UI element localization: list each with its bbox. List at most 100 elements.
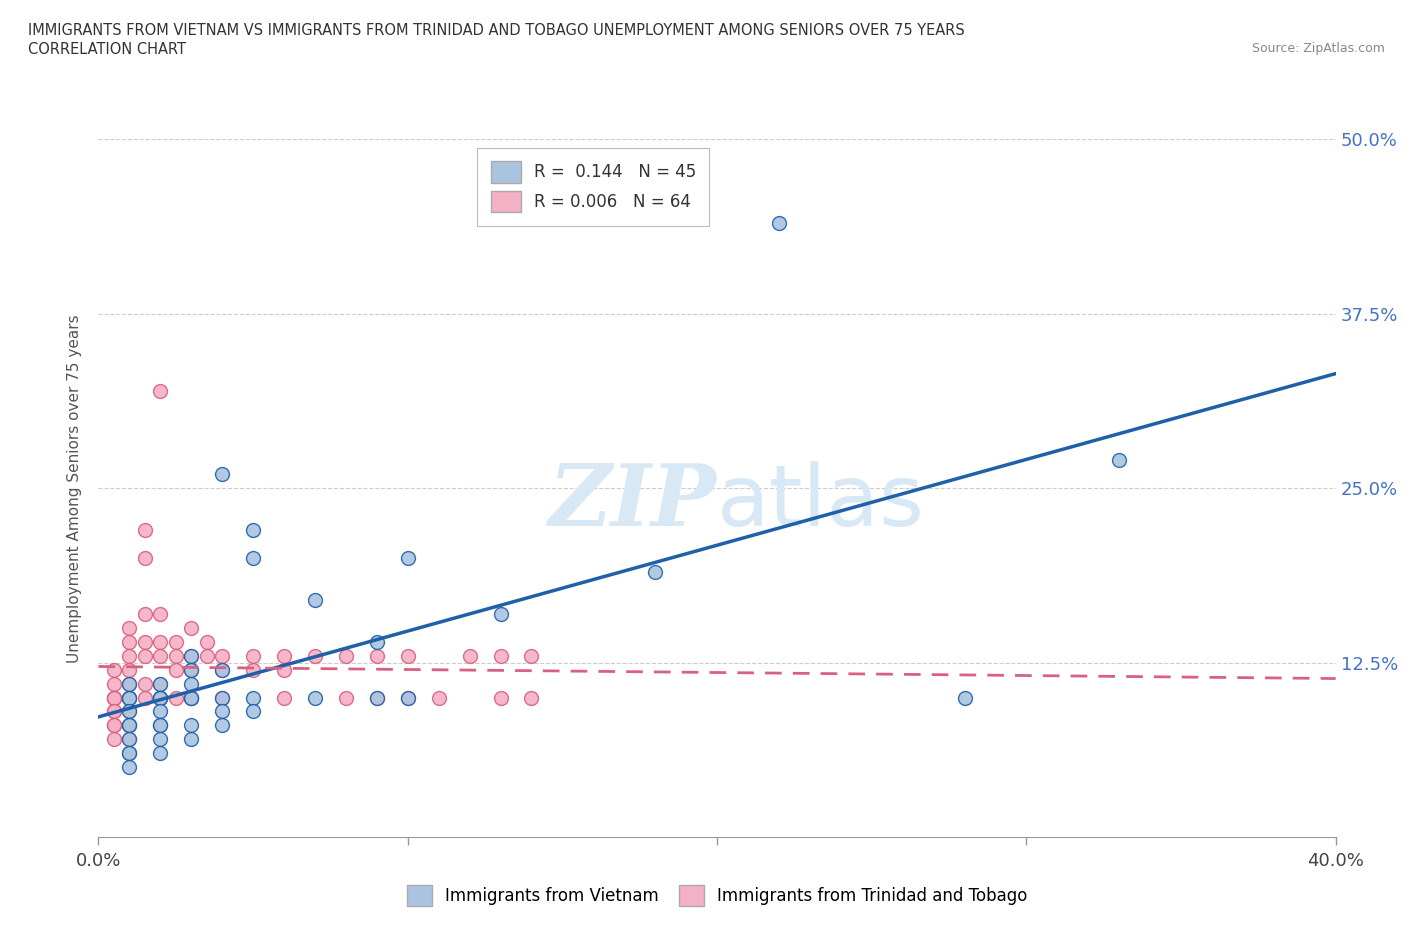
Point [149,718,172,733]
Point [489,648,512,663]
Point [118,690,141,705]
Point [953,690,976,705]
Point [134,690,156,705]
Point [211,467,233,482]
Point [118,690,141,705]
Point [180,620,202,635]
Point [458,648,481,663]
Point [165,634,187,649]
Point [242,551,264,565]
Y-axis label: Unemployment Among Seniors over 75 years: Unemployment Among Seniors over 75 years [67,314,83,662]
Point [103,690,125,705]
Point [520,690,543,705]
Point [103,718,125,733]
Point [520,648,543,663]
Point [134,551,156,565]
Point [149,704,172,719]
Point [180,690,202,705]
Point [103,662,125,677]
Point [134,648,156,663]
Point [118,718,141,733]
Point [149,690,172,705]
Point [335,690,357,705]
Text: Source: ZipAtlas.com: Source: ZipAtlas.com [1251,42,1385,55]
Point [118,634,141,649]
Point [149,676,172,691]
Point [149,732,172,747]
Point [273,662,295,677]
Point [768,216,790,231]
Point [211,662,233,677]
Point [118,718,141,733]
Point [103,690,125,705]
Point [134,523,156,538]
Text: CORRELATION CHART: CORRELATION CHART [28,42,186,57]
Point [103,732,125,747]
Point [366,690,388,705]
Point [118,704,141,719]
Point [396,648,419,663]
Point [211,690,233,705]
Point [118,746,141,761]
Point [118,732,141,747]
Point [273,690,295,705]
Point [165,648,187,663]
Point [149,690,172,705]
Point [118,648,141,663]
Point [118,704,141,719]
Text: ZIP: ZIP [550,460,717,544]
Point [149,690,172,705]
Point [149,634,172,649]
Point [195,634,218,649]
Point [149,718,172,733]
Point [118,760,141,775]
Point [211,718,233,733]
Point [180,732,202,747]
Point [103,704,125,719]
Point [396,690,419,705]
Point [180,718,202,733]
Point [489,606,512,621]
Point [134,606,156,621]
Point [149,676,172,691]
Point [149,606,172,621]
Point [180,648,202,663]
Point [118,746,141,761]
Legend: Immigrants from Vietnam, Immigrants from Trinidad and Tobago: Immigrants from Vietnam, Immigrants from… [399,879,1035,912]
Point [180,662,202,677]
Point [644,565,666,579]
Text: atlas: atlas [717,460,925,544]
Point [1108,453,1130,468]
Point [335,648,357,663]
Point [396,690,419,705]
Text: IMMIGRANTS FROM VIETNAM VS IMMIGRANTS FROM TRINIDAD AND TOBAGO UNEMPLOYMENT AMON: IMMIGRANTS FROM VIETNAM VS IMMIGRANTS FR… [28,23,965,38]
Point [366,648,388,663]
Point [211,704,233,719]
Point [211,690,233,705]
Point [103,690,125,705]
Point [180,676,202,691]
Point [304,648,326,663]
Point [149,690,172,705]
Point [118,620,141,635]
Point [149,648,172,663]
Point [118,690,141,705]
Point [118,676,141,691]
Point [242,704,264,719]
Point [118,676,141,691]
Point [165,690,187,705]
Point [180,662,202,677]
Point [427,690,450,705]
Point [211,662,233,677]
Point [242,648,264,663]
Point [165,662,187,677]
Point [134,634,156,649]
Point [195,648,218,663]
Point [103,676,125,691]
Point [211,648,233,663]
Point [180,690,202,705]
Point [242,662,264,677]
Point [304,690,326,705]
Point [118,718,141,733]
Point [118,690,141,705]
